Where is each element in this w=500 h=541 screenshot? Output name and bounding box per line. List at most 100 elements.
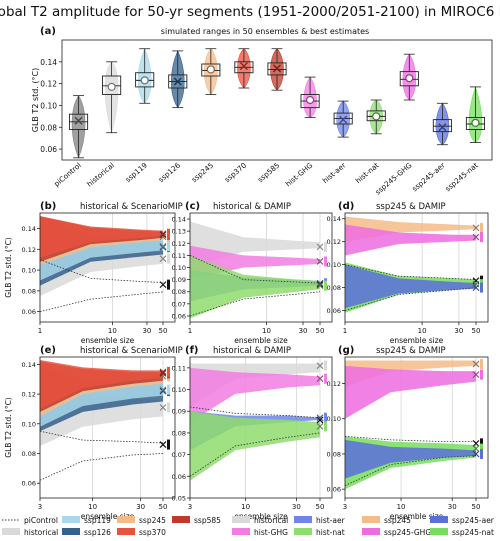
end-marker-hist-nat xyxy=(316,423,324,430)
dotted-upper-piControl xyxy=(189,255,321,284)
best-estimate-ssp245-aer xyxy=(438,123,447,132)
legend-label-hist-aer: hist-aer xyxy=(316,516,346,525)
box-ssp245-nat xyxy=(465,117,486,130)
x-axis-label: ensemble size xyxy=(234,512,288,521)
range-bar-piControl xyxy=(167,439,170,450)
range-bar-ssp245 xyxy=(480,359,483,370)
range-bar-hist-nat xyxy=(324,421,327,432)
range-bar-ssp370 xyxy=(167,366,170,377)
y-tick-label: 0.07 xyxy=(172,300,186,308)
y-tick-label: 0.06 xyxy=(22,480,36,488)
x-tick-label: 50 xyxy=(472,327,481,335)
y-tick-label: 0.12 xyxy=(40,80,57,89)
panel-c-subtitle: historical & DAMIP xyxy=(213,202,291,212)
plot-frame xyxy=(61,39,493,161)
y-tick-label: 0.12 xyxy=(22,246,36,254)
y-tick-label: 0.10 xyxy=(40,101,57,110)
legend-swatch-ssp585 xyxy=(172,516,190,523)
category-label-hist-GHG: hist-GHG xyxy=(284,161,315,189)
category-label-ssp126: ssp126 xyxy=(157,160,183,184)
x-tick-label: 3 xyxy=(343,503,347,511)
range-bar-hist-GHG xyxy=(324,373,327,384)
plot-frame xyxy=(189,356,333,499)
y-tick-label: 0.08 xyxy=(22,287,36,295)
end-marker-ssp119 xyxy=(159,242,167,250)
y-tick-label: 0.14 xyxy=(22,225,36,233)
best-estimate-ssp585 xyxy=(273,64,281,73)
y-tick-label: 0.06 xyxy=(172,473,186,481)
x-tick-label: 1 xyxy=(38,327,42,335)
legend-swatch-ssp119 xyxy=(62,516,80,523)
category-label-piControl: piControl xyxy=(52,161,83,189)
legend-label-ssp245-GHG: ssp245-GHG xyxy=(384,528,431,537)
band-hist-GHG xyxy=(190,367,320,423)
y-tick-label: 0.10 xyxy=(327,415,341,423)
dotted-upper-piControl xyxy=(189,406,321,419)
band-ssp245-GHG xyxy=(345,365,476,419)
x-tick-label: 1 xyxy=(188,327,192,335)
range-bar-ssp119 xyxy=(167,241,170,252)
legend-swatch-hist-aer xyxy=(294,516,312,523)
x-axis-label: ensemble size xyxy=(81,336,135,345)
y-tick-label: 0.10 xyxy=(327,261,341,269)
legend-swatch-ssp245 xyxy=(117,516,135,523)
y-tick-label: 0.12 xyxy=(327,380,341,388)
band-hist-nat xyxy=(190,411,320,481)
end-marker-ssp245 xyxy=(472,224,480,232)
best-estimate-hist-GHG xyxy=(305,95,315,105)
legend-swatch-ssp245 xyxy=(362,516,380,523)
y-tick-label: 0.06 xyxy=(40,145,57,154)
best-estimate-ssp126 xyxy=(173,77,182,86)
x-axis-label: ensemble size xyxy=(81,512,135,521)
y-tick-label: 0.08 xyxy=(327,284,341,292)
x-tick-label: 10 xyxy=(241,503,250,511)
category-label-ssp245-aer: ssp245-aer xyxy=(410,161,447,194)
legend-label-ssp126: ssp126 xyxy=(84,528,111,537)
legend-label-hist-nat: hist-nat xyxy=(316,528,345,537)
best-estimate-hist-nat xyxy=(372,112,381,121)
range-bar-hist-aer xyxy=(324,412,327,423)
range-bar-ssp245 xyxy=(480,222,483,233)
best-estimate-historical xyxy=(107,82,116,92)
x-tick-label: 30 xyxy=(292,503,301,511)
y-tick-label: 0.10 xyxy=(172,386,186,394)
panel-g-label: (g) xyxy=(338,345,354,356)
line-panels: 0.06 0.08 0.10 0.12 0.14 1 10 30 50 GLB T2 std. (… xyxy=(4,212,489,521)
end-marker-ssp245-nat xyxy=(472,445,480,453)
band-hist-nat xyxy=(190,255,320,319)
panel-d: 0.06 0.08 0.10 0.12 0.14 1 10 30 50 ensemble size xyxy=(327,212,489,345)
dotted-lower-piControl xyxy=(344,287,477,311)
y-tick-label: 0.09 xyxy=(172,276,186,284)
legend-label-piControl: piControl xyxy=(24,516,58,525)
x-tick-label: 30 xyxy=(454,327,463,335)
legend-label-ssp245-nat: ssp245-nat xyxy=(452,528,494,537)
legend-swatch-historical xyxy=(2,528,20,535)
y-tick-label: 0.13 xyxy=(172,228,186,236)
band-ssp370 xyxy=(40,359,163,409)
end-marker-hist-GHG xyxy=(316,258,324,265)
legend-label-ssp119: ssp119 xyxy=(84,516,111,525)
x-axis-label: ensemble size xyxy=(234,336,288,345)
y-tick-label: 0.11 xyxy=(172,364,186,372)
legend-label-ssp245: ssp245 xyxy=(384,516,411,525)
y-tick-label: 0.08 xyxy=(327,450,341,458)
end-marker-piControl xyxy=(316,281,324,288)
end-marker-ssp370 xyxy=(159,368,167,376)
best-estimate-ssp245-nat xyxy=(471,118,480,128)
panel-c-label: (c) xyxy=(185,201,200,212)
best-estimate-piControl xyxy=(74,116,83,125)
y-tick-label: 0.08 xyxy=(40,123,57,132)
range-bar-piControl xyxy=(167,279,170,290)
y-tick-label: 0.07 xyxy=(172,451,186,459)
box-ssp245-aer xyxy=(432,119,452,133)
end-marker-historical xyxy=(316,362,324,370)
range-bar-ssp245-nat xyxy=(480,443,483,454)
panel-e: 0.06 0.08 0.10 0.12 0.14 3 10 30 50 GLB T2 std. (… xyxy=(4,356,176,521)
legend-label-ssp370: ssp370 xyxy=(139,528,166,537)
end-marker-piControl xyxy=(316,416,324,424)
band-ssp245-aer xyxy=(345,264,476,309)
x-tick-label: 10 xyxy=(108,327,117,335)
range-bar-historical xyxy=(167,253,170,264)
end-marker-hist-nat xyxy=(316,282,324,290)
x-tick-label: 30 xyxy=(448,503,457,511)
